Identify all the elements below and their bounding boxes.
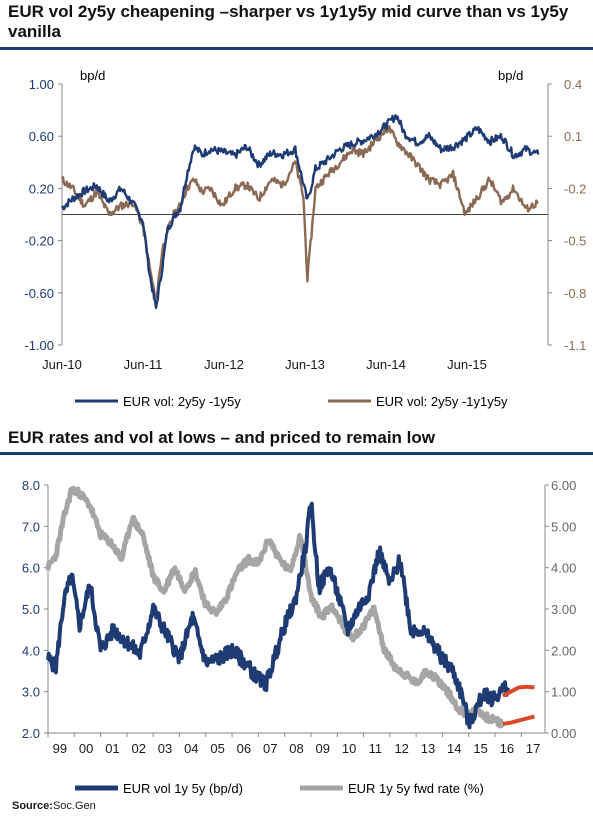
source-label: Source: — [12, 800, 53, 812]
chart2-right-tick-label: 0.00 — [551, 726, 576, 741]
chart2-x-tick-label: 99 — [53, 741, 67, 756]
chart2-left-tick-label: 8.0 — [22, 478, 40, 493]
chart2-series-vol-line — [46, 501, 511, 730]
chart1-series-brown-line — [61, 125, 539, 300]
chart2-left-tick-label: 2.0 — [22, 726, 40, 741]
chart1-x-tick-label: Jun-15 — [447, 357, 487, 372]
chart2-x-tick-label: 11 — [369, 741, 383, 756]
chart2-left-tick-label: 4.0 — [22, 643, 40, 658]
chart2-series — [45, 485, 535, 730]
chart2-x-tick-label: 01 — [105, 741, 119, 756]
chart1-right-tick-label: -0.2 — [564, 181, 586, 196]
chart2-plot-frame — [47, 485, 546, 734]
chart2-series-rate-line — [45, 485, 506, 729]
chart2-left-tick-label: 5.0 — [22, 602, 40, 617]
chart1-left-tick-label: -0.60 — [24, 286, 54, 301]
chart1-x-tick-label: Jun-14 — [366, 357, 406, 372]
chart1-rule — [0, 47, 593, 50]
chart2-x-tick-label: 17 — [526, 741, 540, 756]
chart2-left-tick-label: 6.0 — [22, 561, 40, 576]
chart2-x-tick-label: 03 — [158, 741, 172, 756]
chart2-left-tick-label: 7.0 — [22, 519, 40, 534]
chart2-right-tick-label: 6.00 — [551, 478, 576, 493]
chart1-right-tick-label: -0.5 — [564, 234, 586, 249]
chart2-right-tick-label: 4.00 — [551, 561, 576, 576]
chart2-x-tick-label: 12 — [394, 741, 408, 756]
chart2-legend: EUR vol 1y 5y (bp/d) EUR 1y 5y fwd rate … — [75, 781, 484, 796]
chart2-svg: 8.0 7.0 6.0 5.0 4.0 3.0 2.0 6.00 5.00 4.00 3.00 2.… — [22, 478, 576, 796]
chart2-x-tick-label: 15 — [473, 741, 487, 756]
chart2-x-tick-label: 07 — [263, 741, 277, 756]
chart2-x-tick-label: 02 — [131, 741, 145, 756]
chart1-x-tick-label: Jun-10 — [42, 357, 82, 372]
chart1-right-unit: bp/d — [498, 68, 523, 83]
chart2-x-axis: 99 00 01 02 03 04 05 06 07 08 09 10 11 12 13 14 15 16 17 — [47, 733, 540, 756]
chart2-right-tick-label: 2.00 — [551, 643, 576, 658]
chart1-left-tick-label: 1.00 — [29, 77, 54, 92]
chart1-series-blue-line — [61, 114, 540, 309]
legend-rate-label: EUR 1y 5y fwd rate (%) — [348, 781, 484, 796]
chart1-right-axis: 0.4 0.1 -0.2 -0.5 -0.8 -1.1 — [548, 77, 586, 353]
chart1-left-tick-label: 0.60 — [29, 129, 54, 144]
chart2-x-tick-label: 08 — [289, 741, 303, 756]
chart1-right-tick-label: -0.8 — [564, 286, 586, 301]
chart1-right-tick-label: 0.4 — [564, 77, 582, 92]
legend-brown-label: EUR vol: 2y5y -1y1y5y — [376, 394, 508, 409]
chart2-right-axis: 6.00 5.00 4.00 3.00 2.00 1.00 0.00 — [545, 478, 576, 741]
chart1-left-tick-label: 0.20 — [29, 181, 54, 196]
chart1-x-tick-label: Jun-13 — [285, 357, 325, 372]
chart2-x-tick-label: 05 — [210, 741, 224, 756]
chart1-legend: EUR vol: 2y5y -1y5y EUR vol: 2y5y -1y1y5… — [75, 394, 508, 409]
chart2-right-tick-label: 1.00 — [551, 685, 576, 700]
chart1-x-axis: Jun-10 Jun-11 Jun-12 Jun-13 Jun-14 Jun-15 — [42, 357, 487, 372]
chart2-x-tick-label: 00 — [79, 741, 93, 756]
chart1-left-tick-label: -0.20 — [24, 234, 54, 249]
legend-blue-label: EUR vol: 2y5y -1y5y — [123, 394, 241, 409]
chart2-x-tick-label: 16 — [500, 741, 514, 756]
chart1-right-tick-label: 0.1 — [564, 129, 582, 144]
chart1-left-tick-label: -1.00 — [24, 338, 54, 353]
chart2-x-tick-label: 04 — [184, 741, 198, 756]
chart1-svg: 1.00 0.60 0.20 -0.20 -0.60 -1.00 0.4 0.1 -0.2 -0… — [24, 68, 586, 409]
chart2-rule — [0, 452, 593, 455]
chart2-series-rate-forward-line — [502, 714, 535, 726]
chart2-x-tick-label: 13 — [421, 741, 435, 756]
chart1-x-tick-label: Jun-11 — [124, 357, 163, 372]
chart2-x-tick-label: 09 — [316, 741, 330, 756]
chart1-right-tick-label: -1.1 — [564, 338, 586, 353]
legend-vol-label: EUR vol 1y 5y (bp/d) — [123, 781, 243, 796]
chart2-x-tick-label: 10 — [342, 741, 356, 756]
chart2-right-tick-label: 3.00 — [551, 602, 576, 617]
chart1-left-axis: 1.00 0.60 0.20 -0.20 -0.60 -1.00 — [24, 77, 62, 353]
chart2-series-vol-forward-line — [501, 684, 535, 698]
chart2-x-tick-label: 14 — [447, 741, 461, 756]
chart1-series — [61, 114, 540, 309]
chart2-x-tick-label: 06 — [237, 741, 251, 756]
chart2-left-axis: 8.0 7.0 6.0 5.0 4.0 3.0 2.0 — [22, 478, 48, 741]
chart2-title: EUR rates and vol at lows – and priced t… — [8, 428, 435, 447]
chart2-left-tick-label: 3.0 — [22, 685, 40, 700]
source-note: Source:Soc.Gen — [12, 800, 96, 812]
chart2-right-tick-label: 5.00 — [551, 519, 576, 534]
chart1-left-unit: bp/d — [80, 68, 105, 83]
chart1-x-tick-label: Jun-12 — [204, 357, 244, 372]
chart1-title: EUR vol 2y5y cheapening –sharper vs 1y1y… — [8, 2, 569, 41]
source-value: Soc.Gen — [52, 800, 96, 812]
